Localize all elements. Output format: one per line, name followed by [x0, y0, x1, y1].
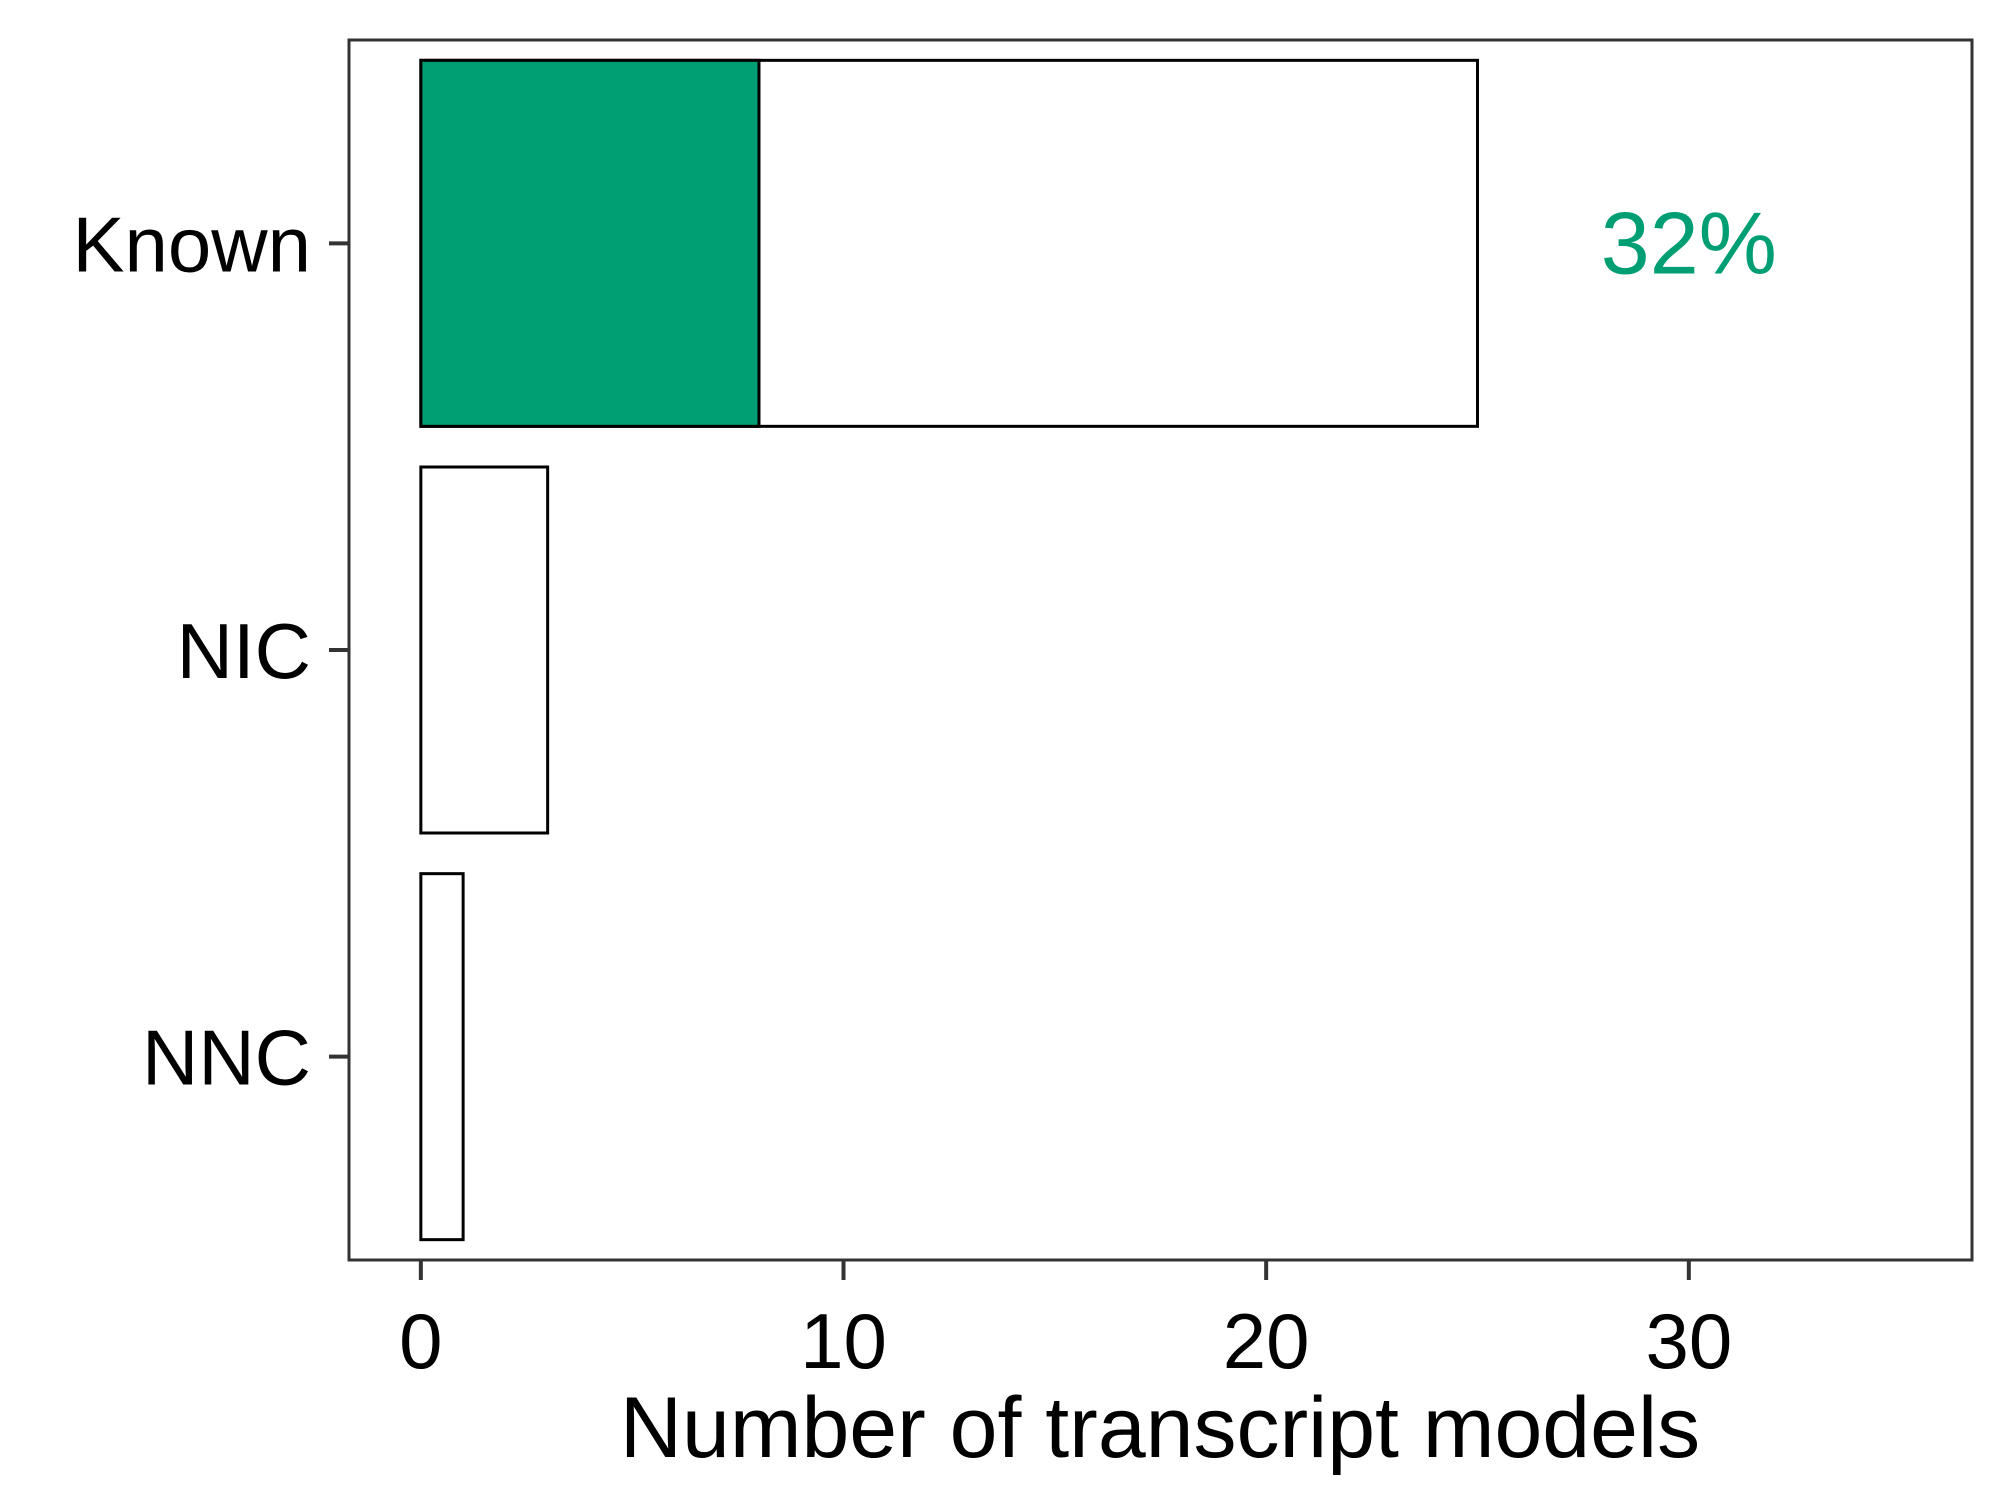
bars-layer: [419, 58, 1479, 1242]
x-tick-label-0: 0: [399, 1297, 442, 1385]
x-axis-title: Number of transcript models: [620, 1380, 1700, 1476]
x-axis: 0 10 20 30: [399, 1260, 1732, 1385]
y-axis: Known NIC NNC: [73, 200, 349, 1102]
x-tick-label-30: 30: [1645, 1297, 1732, 1385]
y-tick-label-nic: NIC: [177, 607, 311, 695]
y-tick-label-known: Known: [73, 200, 312, 288]
annotation-percent: 32%: [1601, 193, 1777, 292]
bar-nic-series-1: [419, 465, 550, 835]
bar-known-series-2: [419, 58, 761, 428]
x-tick-label-20: 20: [1223, 1297, 1310, 1385]
bar-nnc-series-1: [419, 872, 465, 1242]
x-tick-label-10: 10: [800, 1297, 887, 1385]
annotations-layer: 32%: [1601, 193, 1777, 292]
y-tick-label-nnc: NNC: [142, 1014, 311, 1102]
